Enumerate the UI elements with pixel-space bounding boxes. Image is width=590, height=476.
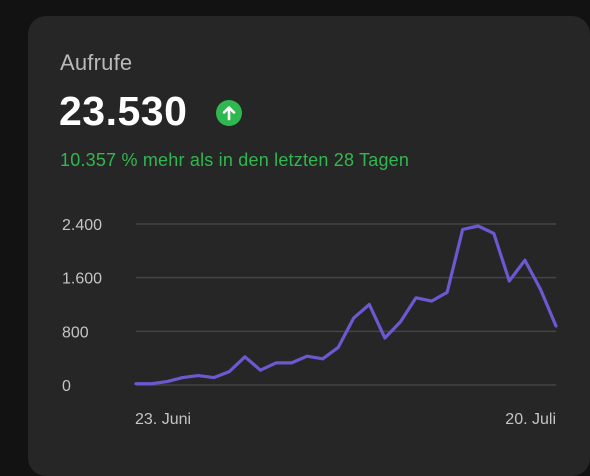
views-total: 23.530 bbox=[59, 88, 188, 134]
change-text: 10.357 % mehr als in den letzten 28 Tage… bbox=[60, 150, 410, 170]
y-tick-label: 800 bbox=[62, 324, 89, 341]
card-title: Aufrufe bbox=[60, 50, 133, 75]
y-tick-label: 1.600 bbox=[62, 271, 102, 288]
views-line-chart: 0 800 1.600 2.400 23. Juni 20. Juli bbox=[62, 217, 558, 428]
views-series-line bbox=[134, 224, 558, 386]
y-tick-label: 2.400 bbox=[62, 217, 102, 234]
arrow-up-icon bbox=[216, 100, 242, 126]
x-tick-label: 23. Juni bbox=[135, 411, 191, 428]
views-card: Aufrufe 23.530 10.357 % mehr als in den … bbox=[28, 16, 590, 476]
y-tick-label: 0 bbox=[62, 378, 71, 395]
x-tick-label: 20. Juli bbox=[505, 411, 556, 428]
